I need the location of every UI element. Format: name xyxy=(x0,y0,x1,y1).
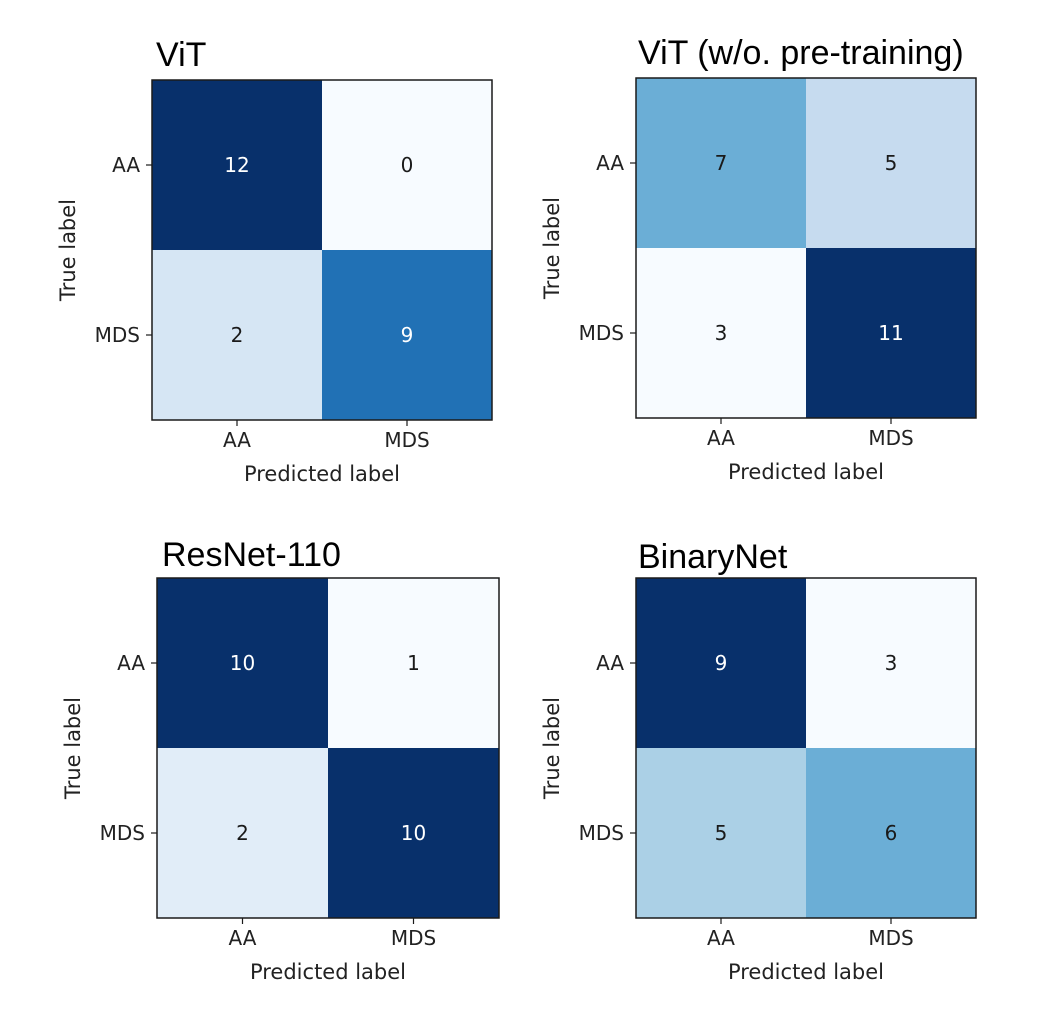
cell-value-label: 1 xyxy=(407,651,420,675)
cell-value-label: 10 xyxy=(401,821,426,845)
matrix-cell xyxy=(157,578,328,748)
panel-title: ResNet-110 xyxy=(162,536,341,574)
matrix-cell xyxy=(636,748,806,918)
y-tick-label: MDS xyxy=(100,821,145,845)
matrix-cell xyxy=(328,578,499,748)
matrix-cell xyxy=(322,250,492,420)
panel-title: ViT xyxy=(156,36,206,74)
cell-value-label: 12 xyxy=(224,153,249,177)
matrix-cell xyxy=(157,748,328,918)
cell-value-label: 5 xyxy=(885,151,898,175)
x-axis-label: Predicted label xyxy=(250,960,406,984)
matrix-frame xyxy=(635,77,977,419)
cell-value-label: 0 xyxy=(401,153,414,177)
x-axis-label: Predicted label xyxy=(244,462,400,486)
x-tick-label: AA xyxy=(707,426,735,450)
confusion-matrix-panel: 7 5 3 11 AA MDS AA MDS Predicted label True label… xyxy=(540,34,977,484)
cell-value-label: 2 xyxy=(236,821,249,845)
cell-value-label: 9 xyxy=(715,651,728,675)
y-tick-label: AA xyxy=(112,153,140,177)
y-tick-label: MDS xyxy=(579,321,624,345)
y-axis-label: True label xyxy=(56,199,80,302)
matrix-cell xyxy=(152,250,322,420)
matrix-cell xyxy=(322,80,492,250)
cell-value-label: 9 xyxy=(401,323,414,347)
cell-value-label: 2 xyxy=(231,323,244,347)
y-tick-label: MDS xyxy=(579,821,624,845)
cell-value-label: 11 xyxy=(878,321,903,345)
x-tick-label: AA xyxy=(707,926,735,950)
x-axis-label: Predicted label xyxy=(728,960,884,984)
cell-value-label: 6 xyxy=(885,821,898,845)
matrix-cell xyxy=(636,248,806,418)
confusion-matrix-panel: 10 1 2 10 AA MDS AA MDS Predicted label True labe… xyxy=(61,536,500,984)
y-tick-label: MDS xyxy=(95,323,140,347)
panel-title: BinaryNet xyxy=(638,538,788,576)
x-tick-label: AA xyxy=(229,926,257,950)
x-tick-label: MDS xyxy=(868,926,913,950)
cell-value-label: 5 xyxy=(715,821,728,845)
matrix-cell xyxy=(328,748,499,918)
y-tick-label: AA xyxy=(117,651,145,675)
matrix-cell xyxy=(806,78,976,248)
cell-value-label: 3 xyxy=(715,321,728,345)
y-axis-label: True label xyxy=(61,697,85,800)
y-tick-label: AA xyxy=(596,151,624,175)
x-tick-label: MDS xyxy=(868,426,913,450)
x-axis-label: Predicted label xyxy=(728,460,884,484)
cell-value-label: 3 xyxy=(885,651,898,675)
x-tick-label: AA xyxy=(223,428,251,452)
cell-value-label: 7 xyxy=(715,151,728,175)
y-axis-label: True label xyxy=(540,197,564,300)
matrix-cell xyxy=(636,578,806,748)
matrix-cell xyxy=(806,578,976,748)
matrix-cell xyxy=(152,80,322,250)
matrix-cell xyxy=(806,248,976,418)
matrix-cell xyxy=(636,78,806,248)
x-tick-label: MDS xyxy=(384,428,429,452)
matrix-frame xyxy=(635,577,977,919)
matrix-frame xyxy=(156,577,500,919)
y-tick-label: AA xyxy=(596,651,624,675)
confusion-matrix-panel: 9 3 5 6 AA MDS AA MDS Predicted label True label B… xyxy=(540,538,977,984)
x-tick-label: MDS xyxy=(391,926,436,950)
y-axis-label: True label xyxy=(540,697,564,800)
cell-value-label: 10 xyxy=(230,651,255,675)
confusion-matrix-panel: 12 0 2 9 AA MDS AA MDS Predicted label True label… xyxy=(56,36,493,486)
panel-title: ViT (w/o. pre-training) xyxy=(638,34,964,72)
matrix-cell xyxy=(806,748,976,918)
matrix-frame xyxy=(151,79,493,421)
